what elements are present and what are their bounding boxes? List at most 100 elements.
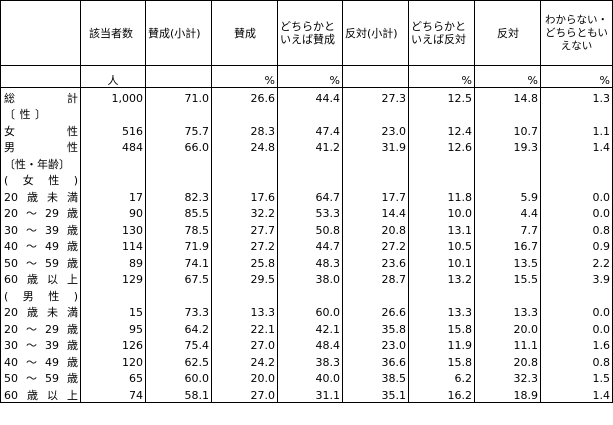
cell-respondents: 126 [80, 335, 146, 352]
cell-agree-subtotal: 71.9 [145, 236, 212, 253]
cell-respondents: 65 [80, 368, 146, 385]
row-label-part: ～ [26, 240, 37, 253]
row-label: 30 ～ 39 歳 [0, 335, 81, 352]
row-label-part: 性 [67, 124, 78, 138]
row-label-parts: 20 歳未満 [4, 306, 78, 319]
cell-somewhat-agree: 60.0 [277, 302, 343, 319]
row-label-part: ) [73, 289, 78, 303]
cell-agree [211, 154, 278, 171]
row-label-parts: 男性 [4, 141, 78, 154]
cell-somewhat-agree: 48.3 [277, 253, 343, 270]
unit-pct-somewhat-disagree: % [408, 65, 475, 88]
table-row: 30 ～ 39 歳 130 78.5 27.7 50.8 20.8 13.1 7.7 0.8 [0, 220, 613, 237]
cell-somewhat-disagree: 13.1 [408, 220, 475, 237]
row-label-part: 歳 [27, 388, 38, 402]
row-label: 40 ～ 49 歳 [0, 352, 81, 369]
row-label-part: ～ [26, 223, 37, 237]
row-label-part: 29 [45, 207, 59, 220]
cell-somewhat-disagree: 11.8 [408, 187, 475, 204]
cell-agree-subtotal: 58.1 [145, 385, 212, 403]
cell-agree-subtotal: 73.3 [145, 302, 212, 319]
table-row: 女性 516 75.7 28.3 47.4 23.0 12.4 10.7 1.1 [0, 121, 613, 138]
row-label-part: 49 [45, 355, 59, 369]
cell-somewhat-agree: 53.3 [277, 203, 343, 220]
cell-agree-subtotal: 71.0 [145, 87, 212, 105]
row-label-part: 以 [47, 273, 58, 286]
cell-disagree: 20.8 [474, 352, 541, 369]
cell-respondents [80, 104, 146, 121]
cell-somewhat-agree: 48.4 [277, 335, 343, 352]
header-row: 該当者数 賛成(小計) 賛成 どちらかといえば賛成 反対(小計) どちらかといえ… [0, 0, 613, 66]
table-row: 男性 484 66.0 24.8 41.2 31.9 12.6 19.3 1.4 [0, 137, 613, 154]
row-label-part: 性 [19, 108, 31, 121]
row-label: 〔性・年齢〕 [0, 154, 81, 171]
row-label-part: 歳 [67, 322, 78, 336]
row-label-part: 60 [4, 273, 18, 286]
row-label: 総計 [0, 87, 81, 105]
table-row: (男性) [0, 286, 613, 303]
row-label: 50 ～ 59 歳 [0, 253, 81, 270]
header-somewhat-agree: どちらかといえば賛成 [277, 0, 343, 66]
unit-pct-somewhat-agree: % [277, 65, 343, 88]
cell-somewhat-agree: 41.2 [277, 137, 343, 154]
table-row: 〔性〕 [0, 104, 613, 121]
row-label-part: 性 [67, 141, 78, 154]
cell-dont-know: 0.8 [540, 220, 613, 237]
cell-agree-subtotal [145, 104, 212, 121]
cell-disagree: 13.5 [474, 253, 541, 270]
cell-agree: 28.3 [211, 121, 278, 138]
row-label-part: 歳 [67, 223, 78, 237]
cell-agree: 17.6 [211, 187, 278, 204]
header-blank [0, 0, 81, 66]
row-label-parts: 50 ～ 59 歳 [4, 372, 78, 385]
unit-pct-agree: % [211, 65, 278, 88]
row-label-part: 49 [45, 240, 59, 253]
cell-dont-know: 2.2 [540, 253, 613, 270]
cell-somewhat-disagree: 11.9 [408, 335, 475, 352]
cell-dont-know [540, 154, 613, 171]
row-label-part: 20 [4, 190, 18, 204]
row-label-parts: 30 ～ 39 歳 [4, 339, 78, 352]
cell-disagree [474, 104, 541, 121]
cell-agree-subtotal: 62.5 [145, 352, 212, 369]
cell-respondents: 17 [80, 187, 146, 204]
row-label-part: 40 [4, 355, 18, 369]
row-label-parts: 60 歳以上 [4, 389, 78, 402]
cell-respondents: 1,000 [80, 87, 146, 105]
cell-dont-know: 0.0 [540, 187, 613, 204]
row-label-part: 満 [67, 190, 78, 204]
cell-somewhat-disagree [408, 170, 475, 187]
row-label-part: 30 [4, 223, 18, 237]
row-label: 〔性〕 [0, 104, 81, 121]
row-label-part: 女 [22, 174, 34, 187]
table-row: 総計 1,000 71.0 26.6 44.4 27.3 12.5 14.8 1.3 [0, 87, 613, 105]
row-label-parts: (女 性) [4, 174, 78, 187]
cell-disagree-subtotal: 20.8 [342, 220, 409, 237]
cell-disagree-subtotal: 17.7 [342, 187, 409, 204]
cell-dont-know: 1.4 [540, 137, 613, 154]
row-label-part: 歳 [67, 355, 78, 369]
unit-people: 人 [80, 65, 146, 88]
row-label-part: 歳 [67, 240, 78, 253]
row-label-part: ～ [26, 372, 37, 385]
cell-respondents: 129 [80, 269, 146, 286]
row-label-part: ) [73, 174, 78, 187]
cell-agree-subtotal: 64.2 [145, 319, 212, 336]
cell-agree-subtotal [145, 170, 212, 187]
row-label-part: 〔 [4, 108, 15, 121]
cell-disagree-subtotal: 35.1 [342, 385, 409, 403]
cell-agree-subtotal: 78.5 [145, 220, 212, 237]
row-label-part: ～ [26, 207, 37, 220]
cell-somewhat-agree: 47.4 [277, 121, 343, 138]
row-label-part: 20 [4, 207, 18, 220]
cell-respondents: 114 [80, 236, 146, 253]
cell-somewhat-disagree [408, 286, 475, 303]
row-label-part: ～ [26, 322, 37, 336]
table-row: 60 歳以上 129 67.5 29.5 38.0 28.7 13.2 15.5 3.9 [0, 269, 613, 286]
cell-disagree-subtotal: 23.0 [342, 121, 409, 138]
cell-dont-know: 0.0 [540, 319, 613, 336]
cell-dont-know [540, 104, 613, 121]
cell-agree: 27.7 [211, 220, 278, 237]
cell-disagree: 5.9 [474, 187, 541, 204]
cell-agree [211, 286, 278, 303]
